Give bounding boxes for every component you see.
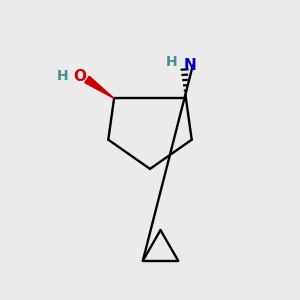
Text: O: O [73,69,86,84]
Text: N: N [183,58,196,73]
Text: H: H [57,70,69,83]
Polygon shape [85,76,114,98]
Text: H: H [166,55,178,68]
